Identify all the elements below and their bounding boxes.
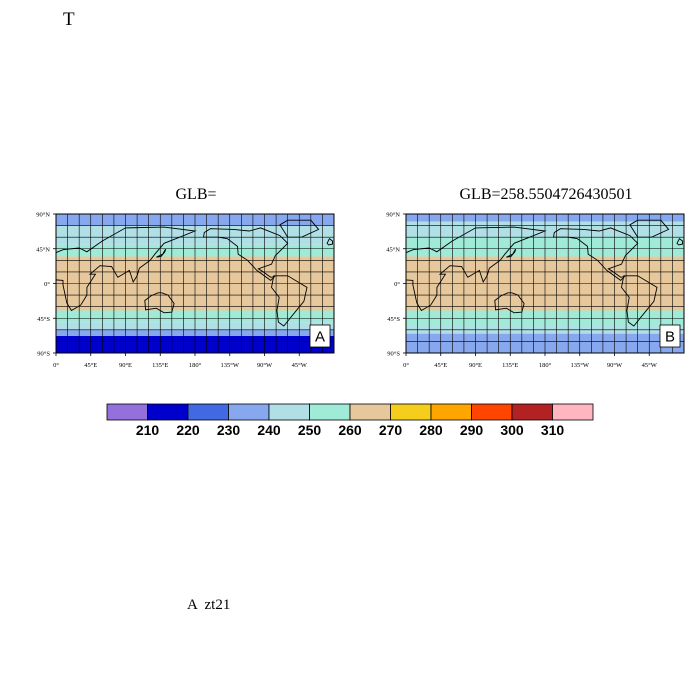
x-tick-label: 45°E	[84, 362, 97, 369]
coastline	[676, 238, 683, 246]
coastline	[279, 219, 320, 238]
coastline	[202, 227, 289, 281]
coastline	[506, 248, 517, 258]
x-tick-label: 135°E	[502, 362, 518, 369]
x-tick-label: 90°W	[607, 362, 623, 369]
colorbar-tick-label: 260	[338, 422, 362, 438]
x-tick-label: 45°W	[642, 362, 658, 369]
colorbar-swatch	[228, 403, 270, 421]
coastline	[621, 275, 658, 327]
x-tick-label: 0°	[53, 362, 59, 369]
x-tick-label: 0°	[403, 362, 409, 369]
coastline	[156, 248, 167, 258]
x-tick-label: 90°E	[469, 362, 482, 369]
colorbar-tick-label: 290	[460, 422, 484, 438]
colorbar-swatch	[390, 403, 432, 421]
y-tick-label: 45°N	[386, 246, 400, 253]
panel-a-map: 0° 45°E 90°E 135°E 180° 135°W 90°W 45°W 90°N 45°N…	[36, 212, 335, 369]
panel-label: B	[665, 329, 675, 346]
coastline	[629, 219, 670, 238]
colorbar: 210 220 230 240 250 260 270 280 290 300 310	[106, 403, 594, 438]
y-tick-label: 45°S	[37, 316, 50, 323]
colorbar-swatch	[552, 403, 594, 421]
panel-label-box	[309, 324, 331, 348]
coastline	[144, 292, 175, 314]
panel-b-map: 0° 45°E 90°E 135°E 180° 135°W 90°W 45°W 90°N 45°N…	[386, 212, 685, 369]
x-tick-label: 180°	[539, 362, 552, 369]
coastline	[326, 238, 333, 246]
x-tick-label: 45°W	[292, 362, 308, 369]
panel-label: A	[315, 329, 325, 346]
x-tick-label: 45°E	[434, 362, 447, 369]
colorbar-tick-label: 220	[176, 422, 200, 438]
colorbar-tick-label: 280	[419, 422, 443, 438]
colorbar-tick-label: 250	[298, 422, 322, 438]
x-tick-label: 180°	[189, 362, 202, 369]
coastline	[406, 226, 547, 312]
colorbar-tick-label: 270	[379, 422, 403, 438]
coastline	[271, 275, 308, 327]
colorbar-tick-label: 310	[541, 422, 565, 438]
x-tick-label: 135°W	[571, 362, 590, 369]
footer-label: A zt21	[187, 597, 231, 613]
colorbar-swatch	[430, 403, 472, 421]
colorbar-swatch	[187, 403, 229, 421]
x-tick-label: 135°W	[221, 362, 240, 369]
y-tick-label: 0°	[44, 281, 50, 288]
y-tick-label: 45°S	[387, 316, 400, 323]
colorbar-tick-label: 300	[500, 422, 524, 438]
y-tick-label: 90°N	[386, 212, 400, 219]
colorbar-tick-label: 210	[136, 422, 160, 438]
page-title: T	[63, 9, 75, 30]
coastline	[552, 227, 639, 281]
colorbar-swatch	[511, 403, 553, 421]
y-tick-label: 45°N	[36, 246, 50, 253]
colorbar-tick-label: 240	[257, 422, 281, 438]
x-tick-label: 90°W	[257, 362, 273, 369]
panel-a-title: GLB=	[175, 186, 217, 203]
panel-b-title: GLB=258.5504726430501	[459, 186, 633, 203]
y-tick-label: 90°N	[36, 212, 50, 219]
colorbar-swatch	[471, 403, 513, 421]
coastline	[494, 292, 525, 314]
y-tick-label: 90°S	[387, 351, 400, 358]
y-tick-label: 0°	[394, 281, 400, 288]
x-tick-label: 90°E	[119, 362, 132, 369]
coastline	[56, 226, 197, 312]
panel-label-box	[659, 324, 681, 348]
y-tick-label: 90°S	[37, 351, 50, 358]
colorbar-swatch	[349, 403, 391, 421]
colorbar-swatch	[106, 403, 148, 421]
colorbar-tick-label: 230	[217, 422, 241, 438]
colorbar-swatch	[147, 403, 189, 421]
colorbar-swatch	[309, 403, 351, 421]
colorbar-swatch	[268, 403, 310, 421]
x-tick-label: 135°E	[152, 362, 168, 369]
